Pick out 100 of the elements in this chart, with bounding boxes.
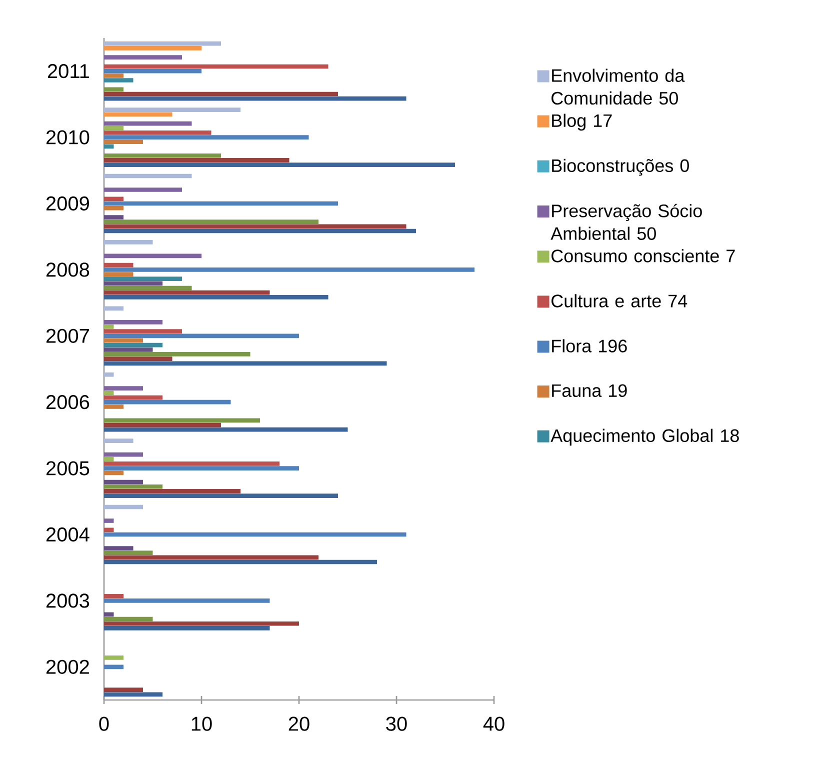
bar: [104, 438, 134, 443]
bar: [104, 480, 144, 484]
legend-label: Preservação Sócio Ambiental 50: [550, 204, 702, 240]
bar: [104, 78, 134, 82]
legend-label: Bioconstruções 0: [552, 158, 689, 176]
bar: [104, 228, 416, 234]
bar: [104, 215, 124, 220]
bar: [104, 692, 163, 697]
bar: [104, 272, 134, 276]
bar: [104, 281, 163, 286]
bar: [104, 532, 406, 537]
legend-label: Envolvimento da Comunidade 50: [552, 68, 685, 105]
bar: [104, 361, 387, 366]
bar: [104, 334, 300, 338]
bar: [104, 153, 222, 158]
bar: [104, 484, 163, 489]
bar: [104, 546, 134, 550]
bar: [104, 598, 270, 603]
legend-label: Aquecimento Global 18: [550, 428, 739, 446]
bar: [104, 688, 144, 692]
x-tick-label: 30: [386, 716, 407, 731]
bar: [104, 494, 338, 498]
bar: [104, 462, 280, 466]
legend-label: Cultura e arte 74: [552, 294, 688, 308]
legend-label: Flora 196: [552, 339, 627, 352]
bar: [104, 386, 144, 391]
legend-label: Blog 17: [552, 114, 612, 131]
bar: [104, 329, 182, 334]
y-tick-label: 2011: [48, 64, 89, 78]
bar: [104, 87, 124, 92]
bar: [104, 220, 319, 224]
bar: [104, 295, 328, 300]
legend-label: Fauna 19: [552, 384, 627, 397]
bar: [104, 400, 231, 404]
bar: [104, 224, 406, 229]
bar: [104, 518, 114, 523]
bar: [104, 626, 270, 630]
bar: [104, 46, 202, 50]
y-tick-label: 2003: [46, 594, 90, 608]
bar: [104, 201, 338, 206]
bar: [104, 306, 124, 311]
bar: [104, 55, 182, 60]
bar: [104, 528, 114, 532]
bar: [104, 342, 163, 348]
bar: [104, 276, 182, 282]
y-tick-label: 2004: [46, 527, 90, 542]
bar: [104, 135, 309, 140]
bar: [104, 452, 144, 457]
x-tick-label: 0: [99, 716, 109, 731]
bar: [104, 162, 456, 167]
bar: [104, 356, 172, 361]
bar: [104, 372, 114, 377]
bar: [104, 96, 406, 101]
y-tick-label: 2006: [46, 395, 90, 410]
bar: [104, 196, 124, 202]
bar: [104, 560, 378, 564]
bar: [104, 112, 172, 117]
bar: [104, 268, 475, 272]
bar: [104, 320, 163, 324]
bar: [104, 621, 300, 626]
bar: [104, 656, 124, 660]
bar: [104, 466, 300, 470]
bar: [104, 64, 328, 69]
x-tick-label: 20: [288, 716, 310, 731]
bar: [104, 594, 124, 598]
bar: [104, 290, 270, 295]
bar: [104, 404, 124, 409]
bar: [104, 286, 192, 290]
bar: [104, 427, 348, 432]
y-tick-label: 2010: [46, 130, 90, 144]
bar: [104, 489, 241, 494]
bar: [104, 144, 114, 149]
bar: [104, 664, 124, 670]
bar: [104, 126, 124, 130]
bar: [104, 92, 338, 96]
bar: [104, 174, 192, 178]
y-tick-label: 2005: [46, 461, 90, 476]
y-tick-label: 2002: [46, 660, 89, 674]
bar: [104, 240, 153, 244]
bar: [104, 158, 290, 162]
bar: [104, 73, 124, 78]
bar: [104, 254, 202, 258]
x-tick-label: 40: [483, 716, 504, 731]
bar: [104, 262, 134, 268]
bar: [104, 130, 212, 135]
bar: [104, 504, 144, 510]
bar: [104, 616, 153, 622]
bar: [104, 555, 319, 560]
bar: [104, 41, 222, 46]
bar: [104, 422, 222, 428]
bar: [104, 121, 192, 126]
y-tick-label: 2007: [46, 328, 89, 343]
bar: [104, 612, 114, 617]
y-tick-label: 2008: [46, 262, 90, 277]
bar: [104, 188, 182, 192]
bar: [104, 390, 114, 396]
bar: [104, 456, 114, 462]
bar: [104, 347, 153, 352]
bar: [104, 352, 250, 356]
bar: [104, 140, 144, 144]
